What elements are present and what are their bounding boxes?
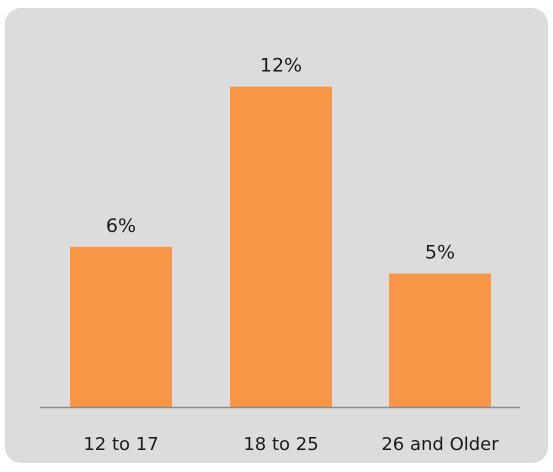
data-label-1: 12% [260, 55, 302, 77]
x-tick-label-0: 12 to 17 [83, 434, 158, 455]
bar-0 [70, 246, 172, 407]
x-tick-labels-group: 12 to 17 18 to 25 26 and Older [83, 434, 499, 455]
data-label-0: 6% [106, 215, 136, 237]
bar-1 [230, 86, 332, 407]
x-tick-label-1: 18 to 25 [243, 434, 318, 455]
x-tick-label-2: 26 and Older [381, 434, 499, 455]
bars-group [70, 86, 491, 407]
value-labels-group: 6% 12% 5% [106, 55, 455, 264]
bar-2 [389, 273, 491, 407]
data-label-2: 5% [425, 242, 455, 264]
